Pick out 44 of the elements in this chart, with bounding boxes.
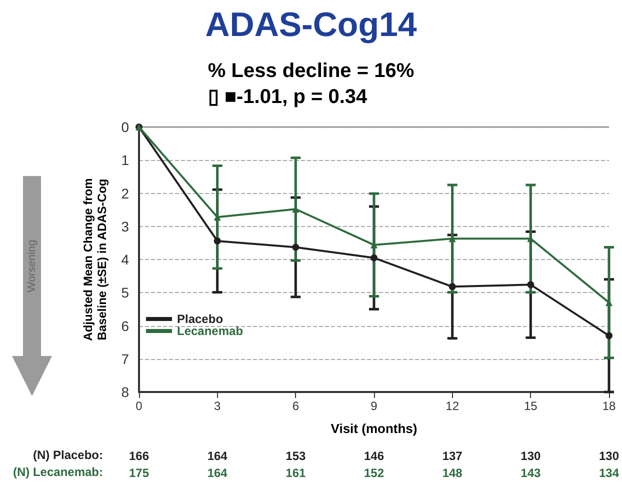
point <box>292 244 300 251</box>
legend-label: Lecanemab <box>177 324 244 338</box>
text: 143 <box>520 466 541 480</box>
y-tick-label: 3 <box>121 218 130 234</box>
text: 153 <box>286 449 306 463</box>
point <box>370 254 378 262</box>
y-tick-label: 7 <box>121 350 130 367</box>
point <box>214 237 221 244</box>
text: 164 <box>207 466 228 480</box>
x-tick-label: 6 <box>292 399 300 413</box>
text: 134 <box>598 466 620 480</box>
text: 164 <box>207 449 228 463</box>
text: 148 <box>442 466 463 480</box>
chart-title: ADAS-Cog14 <box>205 6 417 44</box>
text: 175 <box>128 466 150 480</box>
y-tick-label: 4 <box>121 252 130 268</box>
point <box>448 283 456 290</box>
x-tick-label: 3 <box>214 399 221 413</box>
x-tick-label: 12 <box>446 399 460 413</box>
y-tick-label: 0 <box>121 119 130 135</box>
x-tick-label: 0 <box>136 399 143 413</box>
y-tick-label: 8 <box>121 384 130 400</box>
text: 137 <box>442 449 463 463</box>
text: 161 <box>286 466 306 480</box>
text: 152 <box>364 466 384 480</box>
text: 146 <box>364 449 384 463</box>
x-tick-label: 18 <box>602 399 616 413</box>
y-axis-title: Adjusted Mean Change from Baseline (±SE) in ADAS-Cog <box>81 178 109 341</box>
x-tick-label: 9 <box>370 399 378 413</box>
text: (N) Placebo: <box>32 448 104 462</box>
chart-subtitle: % Less decline = 16% ▯ ■-1.01, p = 0.34 <box>208 60 414 108</box>
x-tick-label: 15 <box>524 399 538 413</box>
y-tick-label: 2 <box>121 185 130 202</box>
y-tick-label: 5 <box>121 284 130 301</box>
text: (N) Lecanemab: <box>12 465 104 479</box>
point <box>527 281 534 288</box>
text: 166 <box>128 449 150 463</box>
legend-label: Placebo <box>177 312 224 326</box>
text: 130 <box>598 449 620 463</box>
y-tick-label: 1 <box>121 152 130 168</box>
text: 130 <box>520 449 541 463</box>
point <box>606 332 612 340</box>
y-tick-label: 6 <box>121 318 130 334</box>
x-axis-title: Visit (months) <box>330 421 418 436</box>
